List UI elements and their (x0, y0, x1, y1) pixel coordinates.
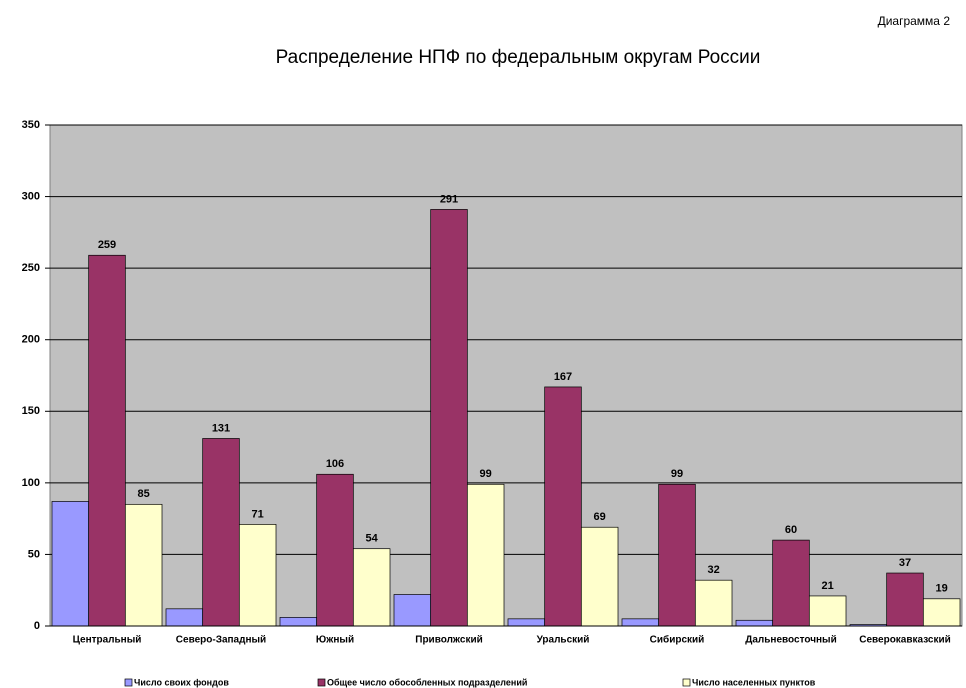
data-label: 19 (936, 583, 948, 595)
bar (316, 473, 354, 627)
legend-label: Число своих фондов (134, 677, 229, 687)
bar (202, 438, 240, 627)
bar (430, 209, 468, 627)
plot-area (49, 124, 963, 627)
legend-swatch (124, 678, 133, 687)
bar (124, 503, 163, 627)
x-tick-label: Северокавказский (859, 635, 951, 646)
y-tick-label: 0 (34, 620, 40, 632)
bar (352, 548, 391, 627)
bar (886, 572, 924, 627)
legend-label: Число населенных пунктов (692, 677, 816, 687)
data-label: 106 (326, 458, 344, 470)
x-tick-label: Южный (316, 635, 354, 646)
data-label: 71 (252, 508, 264, 520)
data-label: 69 (594, 511, 606, 523)
bar (51, 501, 90, 627)
y-tick-label: 200 (22, 334, 40, 346)
x-tick-label: Центральный (73, 635, 142, 646)
bar (393, 594, 432, 627)
bar (279, 617, 318, 627)
bar (238, 524, 277, 627)
x-tick-label: Дальневосточный (745, 635, 837, 646)
bar (544, 386, 582, 627)
x-tick-label: Сибирский (650, 634, 705, 646)
data-label: 291 (440, 193, 458, 205)
y-tick-label: 350 (22, 119, 40, 131)
bar (580, 526, 619, 627)
data-label: 32 (708, 564, 720, 576)
data-label: 37 (899, 557, 911, 569)
chart-title: Распределение НПФ по федеральным округам… (276, 47, 761, 68)
bar (658, 483, 696, 627)
y-tick-label: 300 (22, 190, 40, 202)
bar (808, 595, 847, 627)
bar (88, 254, 126, 627)
data-label: 60 (785, 524, 797, 536)
y-tick-label: 150 (22, 405, 40, 417)
bar (507, 618, 546, 627)
bar (694, 579, 733, 627)
data-label: 99 (480, 468, 492, 480)
x-tick-label: Приволжский (415, 635, 483, 646)
annotation: Диаграмма 2 (878, 14, 951, 28)
legend-swatch (317, 678, 326, 687)
data-label: 21 (822, 580, 834, 592)
data-label: 99 (671, 468, 683, 480)
x-tick-label: Уральский (537, 635, 590, 646)
y-tick-label: 100 (22, 477, 40, 489)
bar (165, 608, 204, 627)
y-tick-label: 250 (22, 262, 40, 274)
data-label: 259 (98, 239, 116, 251)
x-tick-label: Северо-Западный (176, 635, 266, 646)
bar (772, 539, 810, 627)
data-label: 54 (366, 533, 379, 545)
data-label: 85 (138, 488, 150, 500)
y-tick-label: 50 (28, 548, 40, 560)
legend-label: Общее число обособленных подразделений (327, 677, 527, 687)
data-label: 131 (212, 422, 230, 434)
bar (922, 598, 961, 627)
data-label: 167 (554, 371, 572, 383)
bar (735, 619, 774, 627)
bar (466, 483, 505, 627)
legend-swatch (682, 678, 691, 687)
bar (621, 618, 660, 627)
